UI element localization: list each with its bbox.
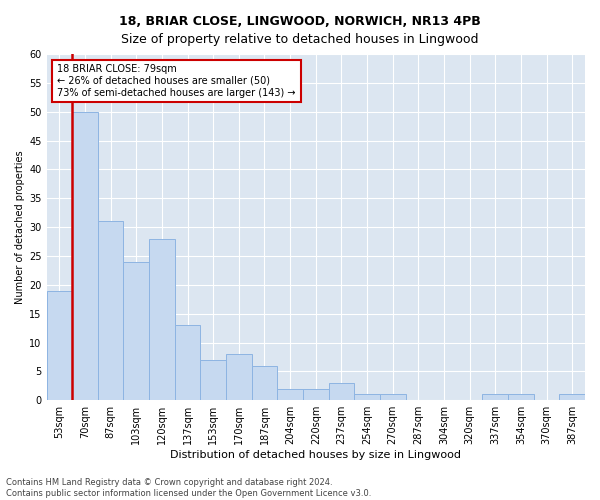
Bar bbox=[175, 325, 200, 400]
Bar bbox=[72, 112, 98, 400]
Bar bbox=[354, 394, 380, 400]
Bar bbox=[559, 394, 585, 400]
Bar bbox=[380, 394, 406, 400]
Y-axis label: Number of detached properties: Number of detached properties bbox=[15, 150, 25, 304]
Bar bbox=[277, 388, 303, 400]
Text: Contains HM Land Registry data © Crown copyright and database right 2024.
Contai: Contains HM Land Registry data © Crown c… bbox=[6, 478, 371, 498]
Bar bbox=[303, 388, 329, 400]
Bar bbox=[329, 383, 354, 400]
Text: Size of property relative to detached houses in Lingwood: Size of property relative to detached ho… bbox=[121, 32, 479, 46]
Bar bbox=[226, 354, 251, 400]
Text: 18 BRIAR CLOSE: 79sqm
← 26% of detached houses are smaller (50)
73% of semi-deta: 18 BRIAR CLOSE: 79sqm ← 26% of detached … bbox=[57, 64, 296, 98]
Bar bbox=[200, 360, 226, 400]
Bar bbox=[149, 238, 175, 400]
Bar bbox=[508, 394, 534, 400]
Bar bbox=[124, 262, 149, 400]
X-axis label: Distribution of detached houses by size in Lingwood: Distribution of detached houses by size … bbox=[170, 450, 461, 460]
Text: 18, BRIAR CLOSE, LINGWOOD, NORWICH, NR13 4PB: 18, BRIAR CLOSE, LINGWOOD, NORWICH, NR13… bbox=[119, 15, 481, 28]
Bar bbox=[98, 222, 124, 400]
Bar bbox=[251, 366, 277, 400]
Bar bbox=[482, 394, 508, 400]
Bar bbox=[47, 290, 72, 400]
